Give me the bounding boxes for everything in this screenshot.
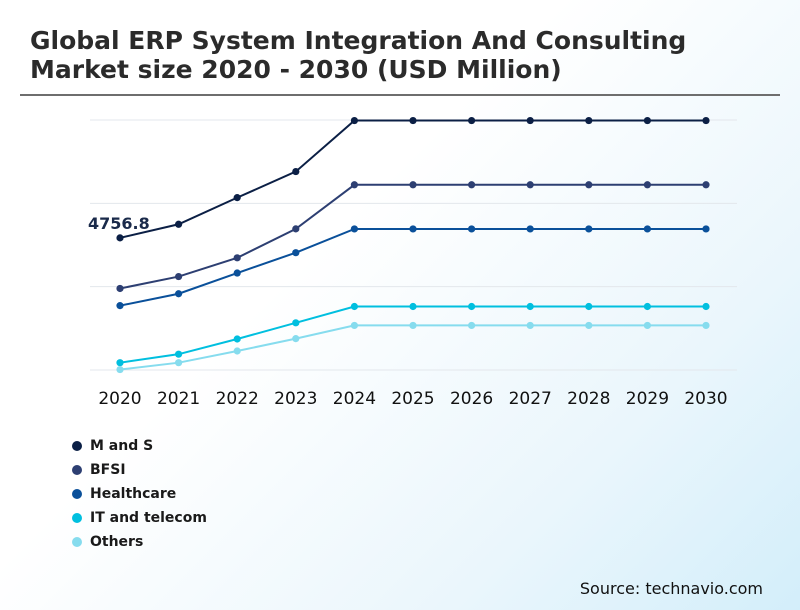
- source-label: Source: technavio.com: [579, 579, 763, 598]
- legend-item: Others: [72, 530, 207, 554]
- legend-item: BFSI: [72, 458, 207, 482]
- data-point-m-and-s: [702, 116, 710, 125]
- legend-swatch: [72, 465, 82, 475]
- data-point-m-and-s: [468, 116, 476, 125]
- data-point-others: [702, 321, 710, 330]
- series-line-m-and-s: [119, 119, 706, 239]
- data-point-m-and-s: [409, 116, 417, 125]
- data-point-bfsi: [409, 181, 417, 189]
- legend-item: Healthcare: [72, 482, 207, 506]
- line-chart: 2020 2021 2022 2023 2024 2025 2026 2027 2028 2029…: [88, 116, 737, 409]
- data-point-others: [585, 321, 593, 330]
- data-point-healthcare: [350, 225, 358, 233]
- data-point-it-and-telecom: [468, 302, 476, 311]
- data-point-healthcare: [233, 269, 241, 277]
- x-tick-label: 2027: [509, 389, 552, 409]
- series-line-bfsi: [119, 183, 706, 290]
- data-point-m-and-s: [116, 234, 124, 242]
- data-point-healthcare: [702, 225, 710, 233]
- x-tick-label: 2021: [157, 389, 200, 409]
- data-point-others: [643, 321, 652, 330]
- data-point-m-and-s: [350, 116, 358, 125]
- legend-item: IT and telecom: [72, 506, 207, 530]
- data-point-it-and-telecom: [526, 302, 534, 311]
- data-point-bfsi: [526, 181, 534, 189]
- data-point-others: [175, 359, 183, 367]
- data-point-bfsi: [233, 254, 241, 262]
- data-point-bfsi: [643, 181, 652, 189]
- data-point-healthcare: [409, 225, 417, 233]
- x-tick-label: 2020: [98, 389, 141, 409]
- legend-swatch: [72, 441, 82, 451]
- data-point-healthcare: [175, 290, 183, 298]
- data-point-bfsi: [292, 225, 300, 233]
- data-point-others: [116, 365, 124, 374]
- data-point-healthcare: [526, 225, 534, 233]
- data-point-m-and-s: [233, 194, 241, 202]
- data-point-healthcare: [292, 249, 300, 257]
- data-label: 4756.8: [88, 214, 150, 233]
- x-tick-label: 2024: [333, 389, 376, 409]
- data-point-it-and-telecom: [350, 302, 358, 311]
- data-point-others: [292, 335, 300, 343]
- legend-swatch: [72, 513, 82, 523]
- legend-swatch: [72, 537, 82, 547]
- x-tick-label: 2023: [274, 389, 317, 409]
- x-tick-label: 2030: [684, 389, 727, 409]
- data-point-others: [409, 321, 417, 330]
- x-tick-label: 2025: [391, 389, 434, 409]
- title-divider: [20, 94, 780, 96]
- x-tick-label: 2026: [450, 389, 493, 409]
- data-point-m-and-s: [292, 167, 300, 176]
- data-point-it-and-telecom: [643, 302, 652, 311]
- data-point-healthcare: [468, 225, 476, 233]
- legend-label: Healthcare: [90, 486, 177, 502]
- data-point-bfsi: [175, 272, 183, 281]
- data-point-m-and-s: [175, 220, 183, 228]
- data-point-bfsi: [702, 181, 710, 189]
- data-point-it-and-telecom: [409, 302, 417, 311]
- x-tick-label: 2029: [626, 389, 669, 409]
- legend-label: IT and telecom: [90, 510, 207, 526]
- data-point-bfsi: [350, 181, 358, 189]
- data-point-others: [526, 321, 534, 330]
- series-line-it-and-telecom: [119, 305, 706, 364]
- data-point-it-and-telecom: [585, 302, 593, 311]
- data-point-others: [350, 321, 358, 330]
- data-point-m-and-s: [585, 116, 593, 125]
- data-point-m-and-s: [526, 116, 534, 125]
- data-point-bfsi: [116, 284, 124, 293]
- data-point-bfsi: [585, 181, 593, 189]
- x-tick-label: 2022: [216, 389, 259, 409]
- legend-label: M and S: [90, 438, 154, 454]
- data-point-m-and-s: [643, 116, 652, 125]
- x-tick-label: 2028: [567, 389, 610, 409]
- legend-swatch: [72, 489, 82, 499]
- data-point-it-and-telecom: [116, 359, 124, 367]
- data-point-bfsi: [468, 181, 476, 189]
- chart-legend: M and S BFSI Healthcare IT and telecom Other…: [72, 434, 207, 554]
- data-point-healthcare: [585, 225, 593, 233]
- data-point-it-and-telecom: [175, 350, 183, 358]
- data-point-it-and-telecom: [702, 302, 710, 311]
- legend-item: M and S: [72, 434, 207, 458]
- data-point-others: [233, 347, 241, 355]
- data-point-healthcare: [116, 302, 124, 310]
- legend-label: Others: [90, 534, 144, 550]
- chart-title: Global ERP System Integration And Consul…: [30, 26, 687, 84]
- data-point-it-and-telecom: [292, 319, 300, 327]
- data-point-it-and-telecom: [233, 335, 241, 343]
- data-point-healthcare: [643, 225, 652, 233]
- legend-label: BFSI: [90, 462, 126, 478]
- data-point-others: [468, 321, 476, 330]
